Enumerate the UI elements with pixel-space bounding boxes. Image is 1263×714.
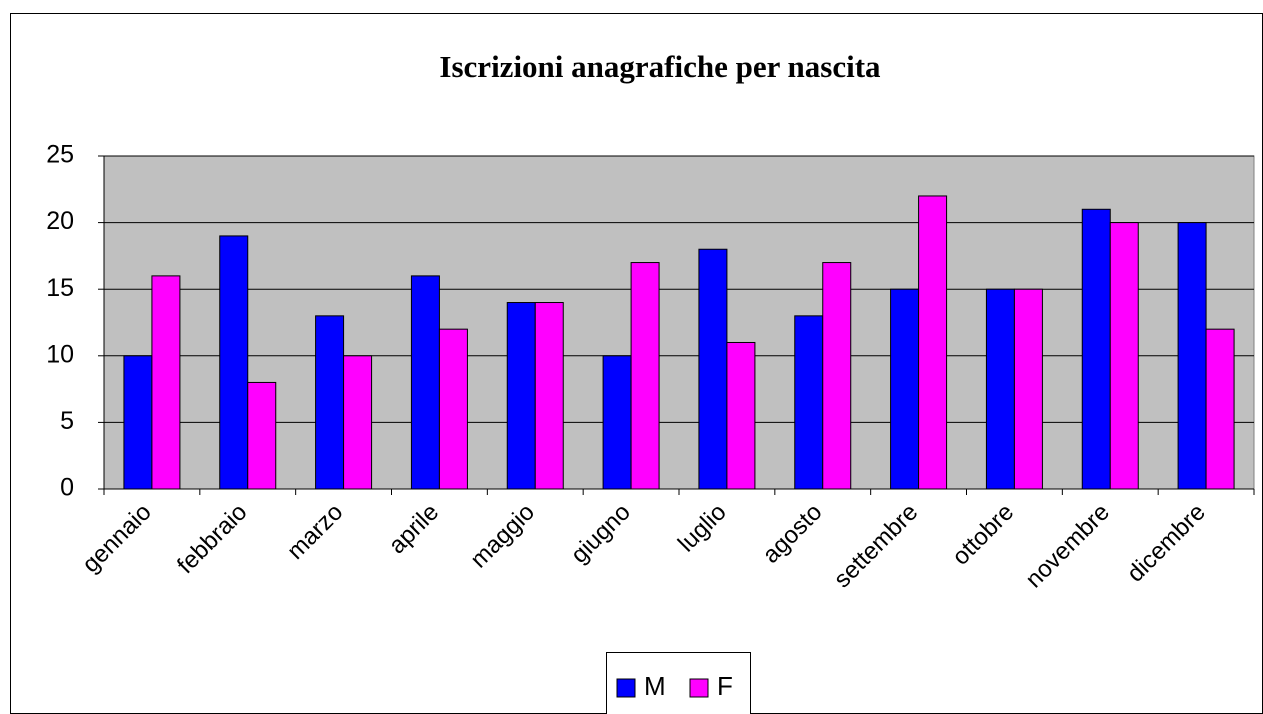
bar (315, 315, 345, 490)
bar (698, 248, 728, 490)
bar (1081, 208, 1111, 490)
bar (1205, 328, 1235, 490)
bar (630, 262, 660, 490)
legend-label: M (644, 671, 666, 701)
legend-label: F (717, 671, 733, 701)
bar (1109, 222, 1139, 490)
bar (890, 288, 920, 490)
bar (506, 302, 536, 490)
bar (151, 275, 181, 490)
y-tick-label: 15 (46, 274, 74, 302)
y-tick-label: 10 (46, 340, 74, 368)
bar (918, 195, 948, 490)
y-tick-label: 0 (60, 474, 74, 502)
plot-area (103, 155, 1255, 490)
bar (985, 288, 1015, 490)
bar (726, 341, 756, 490)
bar (123, 355, 153, 490)
legend-swatch (616, 678, 636, 698)
bar (822, 262, 852, 490)
bar (410, 275, 440, 490)
bar (219, 235, 249, 490)
bar (247, 381, 277, 490)
y-tick-label: 5 (60, 407, 74, 435)
chart-title: Iscrizioni anagrafiche per nascita (439, 49, 881, 84)
bar (794, 315, 824, 490)
y-tick-label: 25 (46, 141, 74, 169)
bar (1013, 288, 1043, 490)
legend-swatch (689, 678, 709, 698)
bar (438, 328, 468, 490)
y-tick-label: 20 (46, 207, 74, 235)
bar (602, 355, 632, 490)
bar (534, 302, 564, 490)
bar (343, 355, 373, 490)
bar (1177, 222, 1207, 490)
